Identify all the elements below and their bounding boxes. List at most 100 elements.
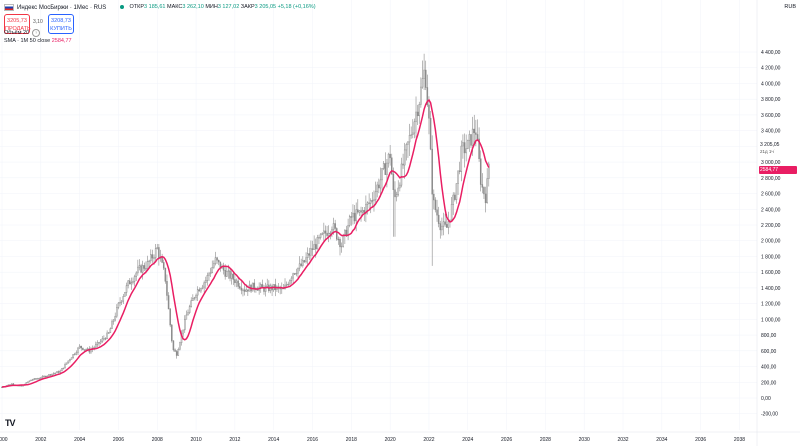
time-tick-label: 2008 [152,437,163,443]
candle [78,344,81,349]
candle [437,206,440,228]
candle [96,340,99,348]
buy-price: 3208,73 [51,18,71,24]
candle [151,249,154,263]
price-tick-label: 1 000,00 [761,317,781,323]
candle [324,225,327,240]
candle [389,145,391,166]
buy-button[interactable]: 3208,73 КУПИТЬ [48,14,74,34]
candle [381,167,383,191]
price-tick-label: 2 400,00 [761,207,781,213]
price-tick-label: 3 000,00 [761,160,781,166]
candle [107,332,110,334]
price-tick-label: 200,00 [761,380,777,386]
candle [344,229,346,244]
candle [289,279,291,286]
candle [129,278,131,285]
candle [340,242,343,253]
russia-flag-icon [4,4,14,11]
candle [302,256,304,268]
candle [434,197,437,213]
candle [80,345,82,351]
candle [376,181,378,198]
candle [424,60,427,91]
candle [205,276,207,289]
market-status-icon [120,4,124,9]
sma-price-label: 2584,77 [759,165,797,174]
candle [331,226,333,238]
symbol-legend[interactable]: Индекс МосБиржи · 1Мес · RUS [4,4,106,11]
candle [297,267,299,278]
candle [234,273,236,287]
candle [90,346,92,354]
candle [130,277,133,290]
candle [240,281,243,295]
candle [103,335,105,342]
candle [122,293,125,304]
candle [243,285,246,296]
candle [458,161,461,175]
candle [135,271,137,281]
candle [470,134,472,148]
candle [93,345,95,351]
candle [287,281,290,287]
candle [350,212,353,226]
candle [323,222,325,242]
candle [387,152,390,168]
candle [321,232,323,236]
candle [300,258,302,267]
candle [373,190,375,212]
candle [64,362,66,369]
candle [394,181,396,237]
ohlc-open: ОТКР3 185,61 [129,4,166,10]
candle [478,127,480,162]
price-axis: -200,00 0,00 200,00 400,00 600,00 800,00 1 000… [761,50,781,418]
tradingview-logo[interactable]: TV [5,418,15,428]
candle [454,192,456,202]
candle [452,192,454,215]
candle [339,237,341,256]
candle [125,282,128,296]
price-tick-label: 2 800,00 [761,176,781,182]
candle [479,150,482,192]
time-tick-label: 2026 [501,437,512,443]
candle [62,367,65,370]
candle [368,193,370,209]
candle [208,271,210,282]
candle [146,255,149,271]
candle [201,284,204,290]
time-tick-label: 2030 [579,437,590,443]
candle [319,233,322,240]
price-tick-label: 4 000,00 [761,81,781,87]
price-tick-label: 3 400,00 [761,129,781,135]
candle [439,220,442,239]
candle [311,240,314,257]
candle [374,181,377,205]
volume-indicator[interactable]: Объём 20? [4,29,41,37]
candle [53,372,55,375]
candle [447,211,450,235]
sell-button[interactable]: 3205,73 ПРОДАТЬ [4,14,31,34]
candle [198,287,201,292]
sma-indicator[interactable]: SMA · 1M 50 close 2584,77 [4,38,72,44]
candle [179,341,181,351]
spread-value: 3,10 [33,19,43,25]
candle [251,282,254,292]
candle [69,358,71,363]
help-icon[interactable]: ? [32,29,41,37]
candle [74,352,76,356]
candle [473,114,475,145]
candle [166,274,168,301]
candle [172,340,175,352]
currency-label[interactable]: RUB [784,4,796,10]
candle [271,283,273,296]
candle [310,240,312,262]
candle [174,348,176,352]
candle [35,378,37,380]
candle [412,119,414,139]
candle [468,130,471,152]
ohlc-low: МИН3 127,02 [205,4,240,10]
candle [365,195,367,223]
